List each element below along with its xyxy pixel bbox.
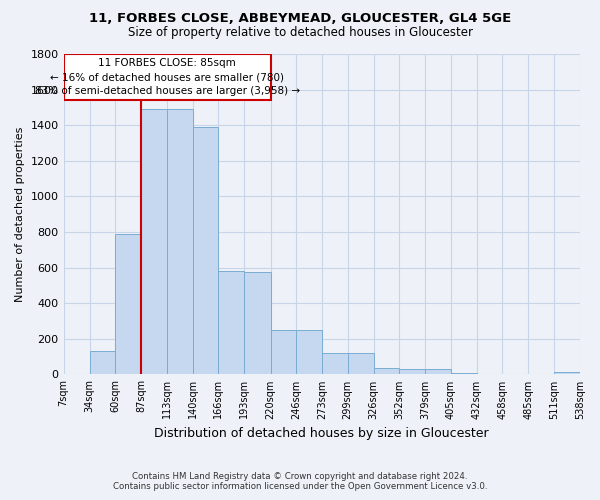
Text: 83% of semi-detached houses are larger (3,958) →: 83% of semi-detached houses are larger (… [35, 86, 299, 97]
Text: Size of property relative to detached houses in Gloucester: Size of property relative to detached ho… [128, 26, 473, 39]
Bar [399, 369, 425, 374]
Bar [64, 54, 271, 100]
Text: Contains HM Land Registry data © Crown copyright and database right 2024.
Contai: Contains HM Land Registry data © Crown c… [113, 472, 487, 491]
Bar [90, 352, 115, 374]
Bar [142, 109, 167, 374]
Bar [193, 127, 218, 374]
X-axis label: Distribution of detached houses by size in Gloucester: Distribution of detached houses by size … [154, 427, 489, 440]
Bar [374, 368, 399, 374]
Bar [296, 330, 322, 374]
Bar [115, 234, 142, 374]
Bar [425, 369, 451, 374]
Bar [322, 353, 347, 374]
Text: 11, FORBES CLOSE, ABBEYMEAD, GLOUCESTER, GL4 5GE: 11, FORBES CLOSE, ABBEYMEAD, GLOUCESTER,… [89, 12, 511, 26]
Bar [244, 272, 271, 374]
Bar [347, 353, 374, 374]
Bar [554, 372, 580, 374]
Bar [167, 109, 193, 374]
Text: 11 FORBES CLOSE: 85sqm: 11 FORBES CLOSE: 85sqm [98, 58, 236, 68]
Bar [271, 330, 296, 374]
Y-axis label: Number of detached properties: Number of detached properties [15, 126, 25, 302]
Bar [218, 271, 244, 374]
Bar [451, 372, 477, 374]
Text: ← 16% of detached houses are smaller (780): ← 16% of detached houses are smaller (78… [50, 72, 284, 82]
